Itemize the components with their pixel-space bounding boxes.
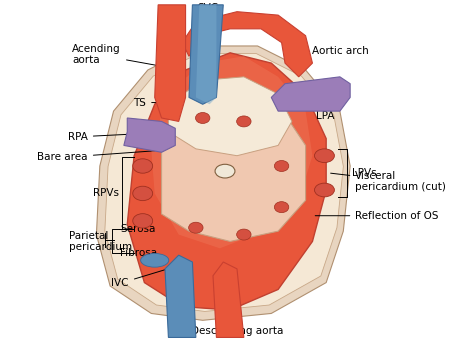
Polygon shape <box>271 77 350 111</box>
Polygon shape <box>128 53 326 310</box>
Text: TS: TS <box>133 98 187 108</box>
Ellipse shape <box>314 183 334 197</box>
Text: RPVs: RPVs <box>93 188 118 198</box>
Text: OS: OS <box>204 177 225 193</box>
Polygon shape <box>151 56 312 248</box>
Ellipse shape <box>141 254 169 267</box>
Polygon shape <box>124 118 175 152</box>
Text: RPA: RPA <box>68 132 143 142</box>
Text: Descending aorta: Descending aorta <box>191 304 283 336</box>
Ellipse shape <box>215 164 235 178</box>
Polygon shape <box>105 53 343 312</box>
Text: Visceral
pericardium (cut): Visceral pericardium (cut) <box>331 171 446 192</box>
Ellipse shape <box>237 116 251 127</box>
Polygon shape <box>165 255 196 337</box>
Text: Fibrosa: Fibrosa <box>120 248 157 258</box>
Ellipse shape <box>314 149 334 162</box>
Polygon shape <box>196 5 217 104</box>
Text: IVC: IVC <box>111 268 171 288</box>
Ellipse shape <box>189 222 203 233</box>
Ellipse shape <box>237 229 251 240</box>
Polygon shape <box>182 12 312 77</box>
Polygon shape <box>189 5 223 104</box>
Text: LPA: LPA <box>309 99 334 121</box>
Text: SVC: SVC <box>197 3 219 27</box>
Text: Parietal
pericardium: Parietal pericardium <box>69 231 132 252</box>
Ellipse shape <box>133 186 153 201</box>
Text: Serosa: Serosa <box>120 225 156 235</box>
Polygon shape <box>213 262 244 337</box>
Ellipse shape <box>274 202 289 213</box>
Text: Reflection of OS: Reflection of OS <box>315 211 439 221</box>
Polygon shape <box>96 46 350 320</box>
Ellipse shape <box>133 214 153 228</box>
Ellipse shape <box>274 160 289 171</box>
Ellipse shape <box>133 159 153 173</box>
Text: Bare area: Bare area <box>37 151 155 162</box>
Ellipse shape <box>195 112 210 124</box>
Polygon shape <box>162 104 306 241</box>
Text: LPVs: LPVs <box>352 168 376 178</box>
Text: Acending
aorta: Acending aorta <box>73 44 161 66</box>
Polygon shape <box>155 5 185 121</box>
Text: Aortic arch: Aortic arch <box>290 45 369 56</box>
Polygon shape <box>168 77 292 156</box>
